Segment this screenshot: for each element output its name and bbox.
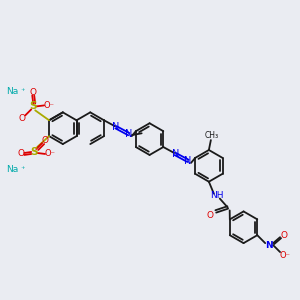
Text: O⁻: O⁻ [280, 250, 290, 260]
Text: O: O [280, 231, 287, 240]
Text: Na: Na [6, 87, 19, 96]
Text: N: N [266, 241, 273, 250]
Text: ⁺: ⁺ [20, 87, 25, 96]
Text: O: O [18, 149, 25, 158]
Text: S: S [29, 101, 37, 111]
Text: N: N [125, 129, 133, 139]
Text: ⁺: ⁺ [20, 165, 25, 174]
Text: O: O [30, 88, 37, 97]
Text: Na: Na [6, 165, 19, 174]
Text: CH₃: CH₃ [205, 130, 219, 140]
Text: O: O [206, 211, 213, 220]
Text: O: O [19, 114, 26, 123]
Text: N: N [112, 122, 120, 132]
Text: O⁻: O⁻ [45, 149, 56, 158]
Text: N: N [184, 156, 192, 166]
Text: O⁻: O⁻ [44, 101, 55, 110]
Text: S: S [31, 147, 38, 157]
Text: NH: NH [210, 191, 224, 200]
Text: O: O [42, 136, 49, 145]
Text: N: N [172, 149, 179, 159]
